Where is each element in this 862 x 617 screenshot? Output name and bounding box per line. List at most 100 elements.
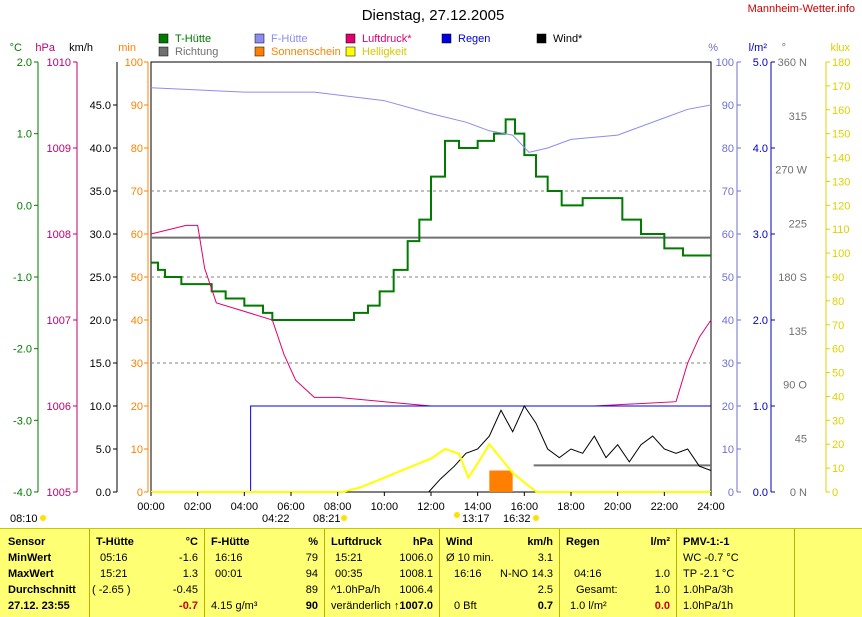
row-min: MinWert: [8, 552, 52, 564]
regen-current: 0.0: [654, 600, 670, 612]
site-link[interactable]: Mannheim-Wetter.info: [748, 3, 855, 15]
fhuette-current: 90: [305, 600, 318, 612]
col-regen: Regen l/m² 04:16 Gesamt: 1.0 l/m² 1.0 1.…: [560, 529, 677, 617]
axis-unit: klux: [830, 42, 850, 54]
fhuette-header: F-Hütte: [211, 536, 250, 548]
axis-tick-label: 1.0: [753, 401, 768, 413]
wind-value: 2.5: [537, 584, 553, 596]
axis-tick-label: 60: [722, 229, 734, 241]
axis-tick-label: 5.0: [753, 57, 768, 69]
thuette-current: -0.7: [179, 600, 198, 612]
axis-tick-label: 180 S: [778, 272, 807, 284]
legend-label: Luftdruck*: [362, 33, 412, 45]
row-now: 27.12. 23:55: [8, 600, 70, 612]
legend-label: F-Hütte: [271, 33, 308, 45]
wind-bft: 0 Bft: [454, 600, 477, 612]
axis-unit: min: [118, 42, 136, 54]
axis-tick-label: 10: [131, 444, 143, 456]
wind-unit: km/h: [527, 536, 553, 548]
luftdruck-value: 1008.1: [399, 568, 433, 580]
legend-swatch: [158, 46, 169, 57]
x-tick-label: 12:00: [417, 501, 445, 513]
wind-value: 14.3: [531, 568, 553, 580]
axis-tick-label: 170: [832, 81, 850, 93]
axis-unit: °: [782, 42, 786, 54]
axis-unit: km/h: [69, 42, 93, 54]
regen-value: 1.0: [654, 584, 670, 596]
axis-tick-label: 130: [832, 176, 850, 188]
x-tick-label: 14:00: [464, 501, 492, 513]
thuette-value: -1.6: [179, 552, 198, 564]
axis-tick-label: 315: [789, 111, 807, 123]
series-line: [150, 224, 712, 407]
plot-area: [150, 61, 712, 493]
fhuette-value: 89: [305, 584, 318, 596]
axis-tick-label: 10: [722, 444, 734, 456]
luftdruck-time: 15:21: [335, 552, 363, 564]
axis-unit: %: [708, 42, 718, 54]
axis-tick-label: 0: [137, 487, 143, 499]
axis-tick-label: 150: [832, 129, 850, 141]
legend-label: Regen: [458, 33, 490, 45]
axis-tick-label: 90: [832, 272, 844, 284]
legend-label: Wind*: [553, 33, 583, 45]
axis-tick-label: 60: [832, 344, 844, 356]
axis-tick-label: 40: [131, 315, 143, 327]
axis-tick-label: 1005: [47, 487, 71, 499]
legend-label: T-Hütte: [175, 33, 211, 45]
axis-tick-label: 90: [722, 100, 734, 112]
axis-tick-label: 45.0: [90, 100, 111, 112]
axis-tick-label: 20: [131, 401, 143, 413]
fhuette-value: 79: [305, 552, 318, 564]
thuette-value: -0.45: [172, 584, 198, 596]
thuette-header: T-Hütte: [96, 536, 134, 548]
wind-current: 0.7: [537, 600, 553, 612]
legend-label: Helligkeit: [362, 46, 407, 58]
pmv-row: 1.0hPa/3h: [683, 584, 734, 596]
regen-unit: l/m²: [650, 536, 670, 548]
axis-tick-label: 90 O: [783, 380, 807, 392]
luftdruck-tendency: veränderlich: [331, 600, 391, 612]
axis-unit: °C: [10, 42, 22, 54]
axis-tick-label: 110: [832, 224, 850, 236]
axis-tick-label: 140: [832, 153, 850, 165]
x-tick-label: 10:00: [371, 501, 399, 513]
fhuette-time: 16:16: [215, 552, 243, 564]
axis-tick-label: 70: [832, 320, 844, 332]
regen-hourly: 1.0 l/m²: [570, 600, 607, 612]
legend-swatch: [345, 33, 356, 44]
axis-tick-label: 20: [832, 439, 844, 451]
x-tick-label: 20:00: [604, 501, 632, 513]
axis-tick-label: 160: [832, 105, 850, 117]
chart-title: Dienstag, 27.12.2005: [362, 7, 505, 24]
axis-tick-label: 2.0: [17, 57, 32, 69]
sunrise-label: 08:21: [313, 513, 341, 525]
thuette-time: 05:16: [100, 552, 128, 564]
axis-tick-label: 1008: [47, 229, 71, 241]
luftdruck-value: 1006.0: [399, 552, 433, 564]
x-axis: 00:00 02:00 04:00 06:00 08:00 10:00 12:00 14:00…: [137, 492, 725, 513]
fhuette-value: 94: [305, 568, 318, 580]
axis-tick-label: 30: [131, 358, 143, 370]
summary-table: Sensor MinWert MaxWert Durchschnitt 27.1…: [0, 528, 862, 617]
wind-header: Wind: [446, 536, 473, 548]
weather-chart: Dienstag, 27.12.2005 Mannheim-Wetter.inf…: [10, 3, 855, 525]
axis-tick-label: 70: [722, 186, 734, 198]
axis-tick-label: 100: [832, 248, 850, 260]
luftdruck-current: ↑1007.0: [393, 600, 433, 612]
solar-noon-label: 13:17: [462, 513, 490, 525]
sun-icon: [533, 515, 539, 521]
axis-tick-label: 90: [131, 100, 143, 112]
luftdruck-header: Luftdruck: [331, 536, 382, 548]
x-tick-label: 00:00: [137, 501, 165, 513]
thuette-unit: °C: [185, 536, 198, 548]
luftdruck-time: 00:35: [335, 568, 363, 580]
regen-total-label: Gesamt:: [576, 584, 618, 596]
x-tick-label: 18:00: [557, 501, 585, 513]
sun-icon: [40, 515, 46, 521]
luftdruck-unit: hPa: [412, 536, 433, 548]
axis-tick-label: 1009: [47, 143, 71, 155]
regen-value: 1.0: [654, 568, 670, 580]
axis-tick-label: 2.0: [753, 315, 768, 327]
